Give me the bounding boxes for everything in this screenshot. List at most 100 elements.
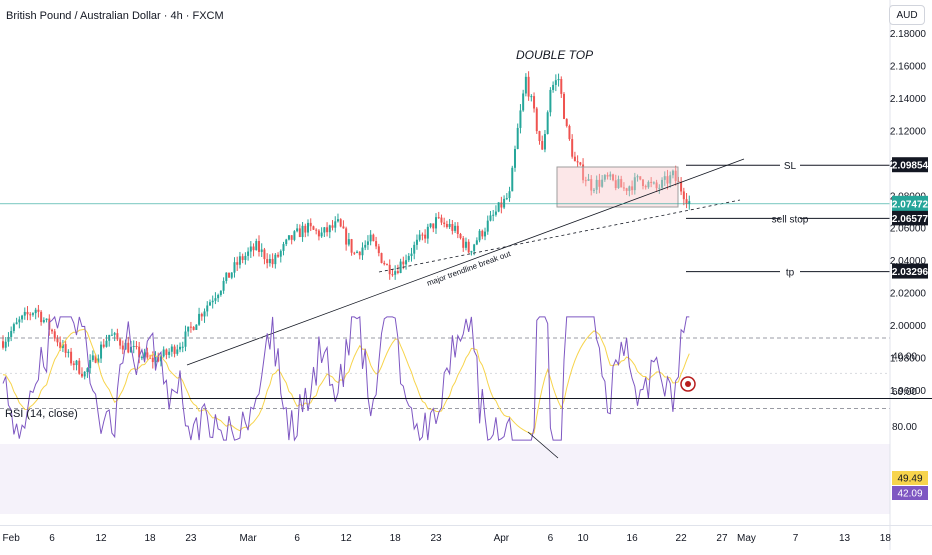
candle-body (67, 351, 70, 353)
logo-icon-dot (685, 381, 691, 387)
candle-body (61, 344, 64, 348)
candle-body (290, 235, 293, 240)
candle-body (7, 336, 10, 342)
overlays: major trendline break out DOUBLE TOP SL sel… (0, 48, 890, 392)
candle-body (21, 315, 24, 320)
candle-body (168, 351, 171, 355)
candle-body (179, 346, 182, 350)
candle-body (247, 251, 250, 256)
time-tick-label: 18 (144, 533, 156, 544)
candle-body (252, 246, 255, 251)
candle-body (377, 246, 380, 254)
candle-body (661, 179, 664, 188)
candle-body (456, 225, 459, 234)
time-tick-label: 13 (839, 533, 851, 544)
candle-body (415, 239, 418, 245)
candle-body (315, 229, 318, 231)
candle-body (366, 241, 369, 245)
candle-body (364, 244, 367, 248)
candle-body (647, 181, 650, 188)
sl-label: SL (784, 161, 797, 172)
candle-body (481, 230, 484, 237)
candle-body (385, 264, 388, 266)
candle-body (266, 259, 269, 264)
candle-body (380, 253, 383, 263)
candle-body (298, 228, 301, 238)
candle-body (356, 251, 359, 253)
time-tick-label: May (737, 533, 756, 544)
candle-body (546, 112, 549, 135)
candle-body (113, 333, 116, 335)
candle-body (42, 320, 45, 323)
rsi-tag (892, 486, 928, 500)
candle-body (132, 345, 135, 347)
candle-body (655, 182, 658, 189)
candle-body (641, 179, 644, 187)
candle-body (94, 355, 97, 363)
candle-body (478, 230, 481, 241)
candle-body (543, 134, 546, 150)
candle-body (443, 222, 446, 224)
candle-body (195, 324, 198, 330)
candle-body (23, 311, 26, 316)
candle-body (184, 331, 187, 347)
candle-body (282, 244, 285, 251)
candle-body (492, 214, 495, 216)
candle-body (255, 241, 258, 251)
candle-body (143, 352, 146, 358)
candle-body (304, 225, 307, 233)
candle-body (484, 231, 487, 237)
candle-body (37, 309, 40, 312)
candle-body (274, 254, 277, 265)
sell_stop-label: sell stop (772, 214, 809, 225)
tp-price-tag (892, 263, 928, 279)
candle-body (375, 241, 378, 247)
time-tick-label: Feb (3, 533, 21, 544)
current-price-tag (892, 195, 928, 211)
major-trendline (186, 158, 745, 366)
price-tick-label: 2.04000 (890, 256, 927, 267)
candle-body (159, 356, 162, 362)
time-tick-label: 7 (793, 533, 799, 544)
candle-body (45, 318, 48, 321)
candle-body (56, 338, 59, 343)
candle-body (424, 234, 427, 239)
candle-body (192, 326, 195, 330)
time-tick-label: 16 (627, 533, 639, 544)
candle-body (636, 176, 639, 178)
candle-body (576, 161, 579, 163)
double-top-label: DOUBLE TOP (516, 48, 593, 62)
time-tick-label: 10 (578, 533, 590, 544)
candle-body (165, 349, 168, 355)
rsi-value: 42.09 (897, 489, 922, 500)
candle-body (435, 217, 438, 229)
candle-body (410, 253, 413, 257)
candle-body (533, 96, 536, 109)
candle-body (70, 351, 73, 364)
candle-body (200, 313, 203, 317)
candle-body (135, 345, 138, 347)
candle-body (260, 249, 263, 252)
candle-body (121, 345, 124, 350)
trendline-label: major trendline break out (426, 249, 513, 288)
currency-button[interactable]: AUD (889, 5, 925, 25)
candle-body (563, 93, 566, 119)
candle-body (206, 305, 209, 312)
candle-body (102, 344, 105, 347)
candle-body (372, 234, 375, 242)
rsi-ma-tag (892, 471, 928, 485)
candle-body (233, 262, 236, 273)
candle-body (549, 89, 552, 113)
candle-body (631, 186, 634, 191)
candle-body (658, 187, 661, 189)
candle-body (606, 175, 609, 177)
candle-body (503, 198, 506, 208)
candle-body (277, 254, 280, 257)
candle-body (671, 170, 674, 176)
price-tick-label: 2.18000 (890, 29, 927, 40)
candle-body (622, 187, 625, 189)
candle-body (603, 175, 606, 180)
candle-body (320, 232, 323, 237)
